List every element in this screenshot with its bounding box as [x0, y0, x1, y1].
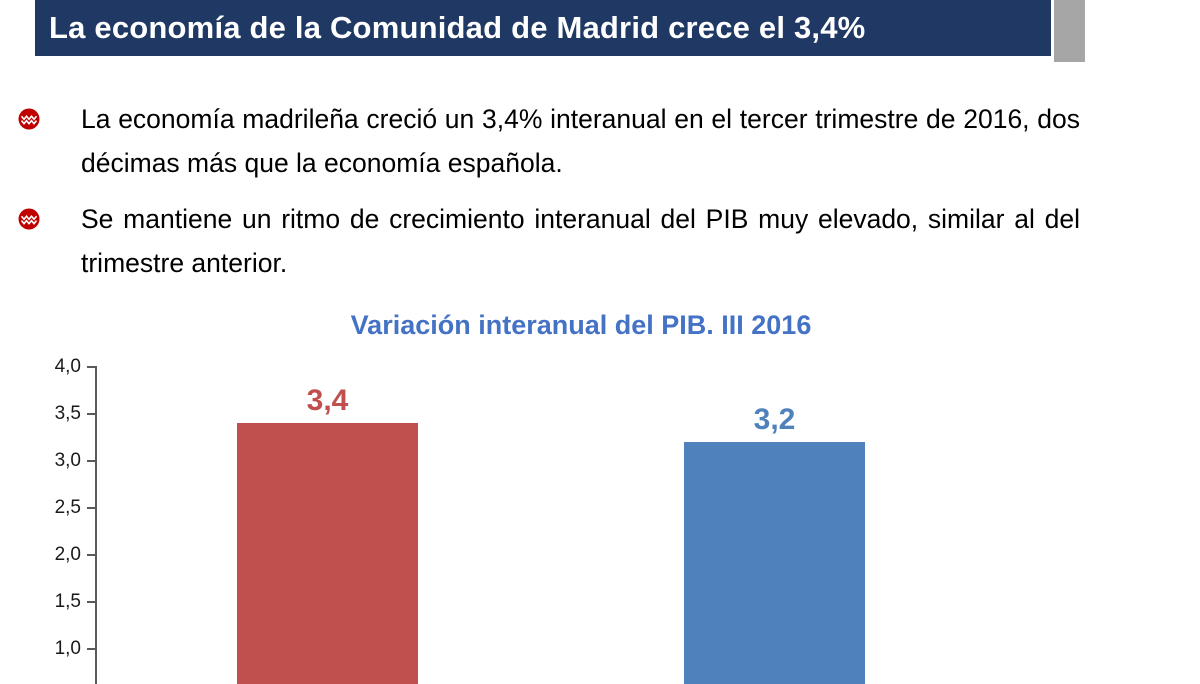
bullet-text: Se mantiene un ritmo de crecimiento inte…	[81, 203, 1080, 278]
y-axis-tick-row: 2,5	[36, 497, 95, 519]
chart-bar-group-1: 3,4	[237, 0, 418, 684]
y-axis-tick-label: 1,5	[54, 591, 81, 612]
y-axis-tick-mark	[87, 366, 95, 368]
y-axis-tick-label: 2,0	[54, 544, 81, 565]
y-axis-tick-mark	[87, 507, 95, 509]
chart-bar	[684, 442, 865, 684]
bar-value-label: 3,2	[753, 403, 796, 437]
y-axis-tick-label: 1,0	[54, 638, 81, 659]
slide-title: La economía de la Comunidad de Madrid cr…	[49, 10, 866, 45]
madrid-seal-bullet-icon	[18, 208, 40, 230]
chart-bar-group-2: 3,2	[684, 0, 865, 684]
y-axis-tick-label: 4,0	[54, 356, 81, 377]
y-axis-tick-mark	[87, 460, 95, 462]
y-axis-tick-mark	[87, 554, 95, 556]
bullet-item: Se mantiene un ritmo de crecimiento inte…	[18, 198, 1080, 286]
y-axis-tick-mark	[87, 648, 95, 650]
madrid-seal-bullet-icon	[18, 108, 40, 130]
bullet-text: La economía madrileña creció un 3,4% int…	[81, 104, 1080, 178]
y-axis-tick-mark	[87, 413, 95, 415]
y-axis-tick-mark	[87, 601, 95, 603]
bar-value-label: 3,4	[306, 384, 349, 418]
corner-decoration	[1054, 0, 1085, 62]
bullet-list: La economía madrileña creció un 3,4% int…	[18, 98, 1080, 298]
y-axis-tick-label: 3,5	[54, 403, 81, 424]
y-axis-tick-row: 2,0	[36, 544, 95, 566]
y-axis-tick-row: 1,0	[36, 638, 95, 660]
bullet-item: La economía madrileña creció un 3,4% int…	[18, 98, 1080, 186]
y-axis-tick-row: 4,0	[36, 356, 95, 378]
chart-bar	[237, 423, 418, 684]
y-axis-tick-row: 3,0	[36, 450, 95, 472]
y-axis-line	[95, 366, 97, 684]
y-axis-tick-label: 3,0	[54, 450, 81, 471]
y-axis-tick-row: 3,5	[36, 403, 95, 425]
title-banner: La economía de la Comunidad de Madrid cr…	[35, 0, 1051, 56]
y-axis-tick-row: 1,5	[36, 591, 95, 613]
chart-title: Variación interanual del PIB. III 2016	[350, 310, 812, 340]
y-axis-tick-label: 2,5	[54, 497, 81, 518]
